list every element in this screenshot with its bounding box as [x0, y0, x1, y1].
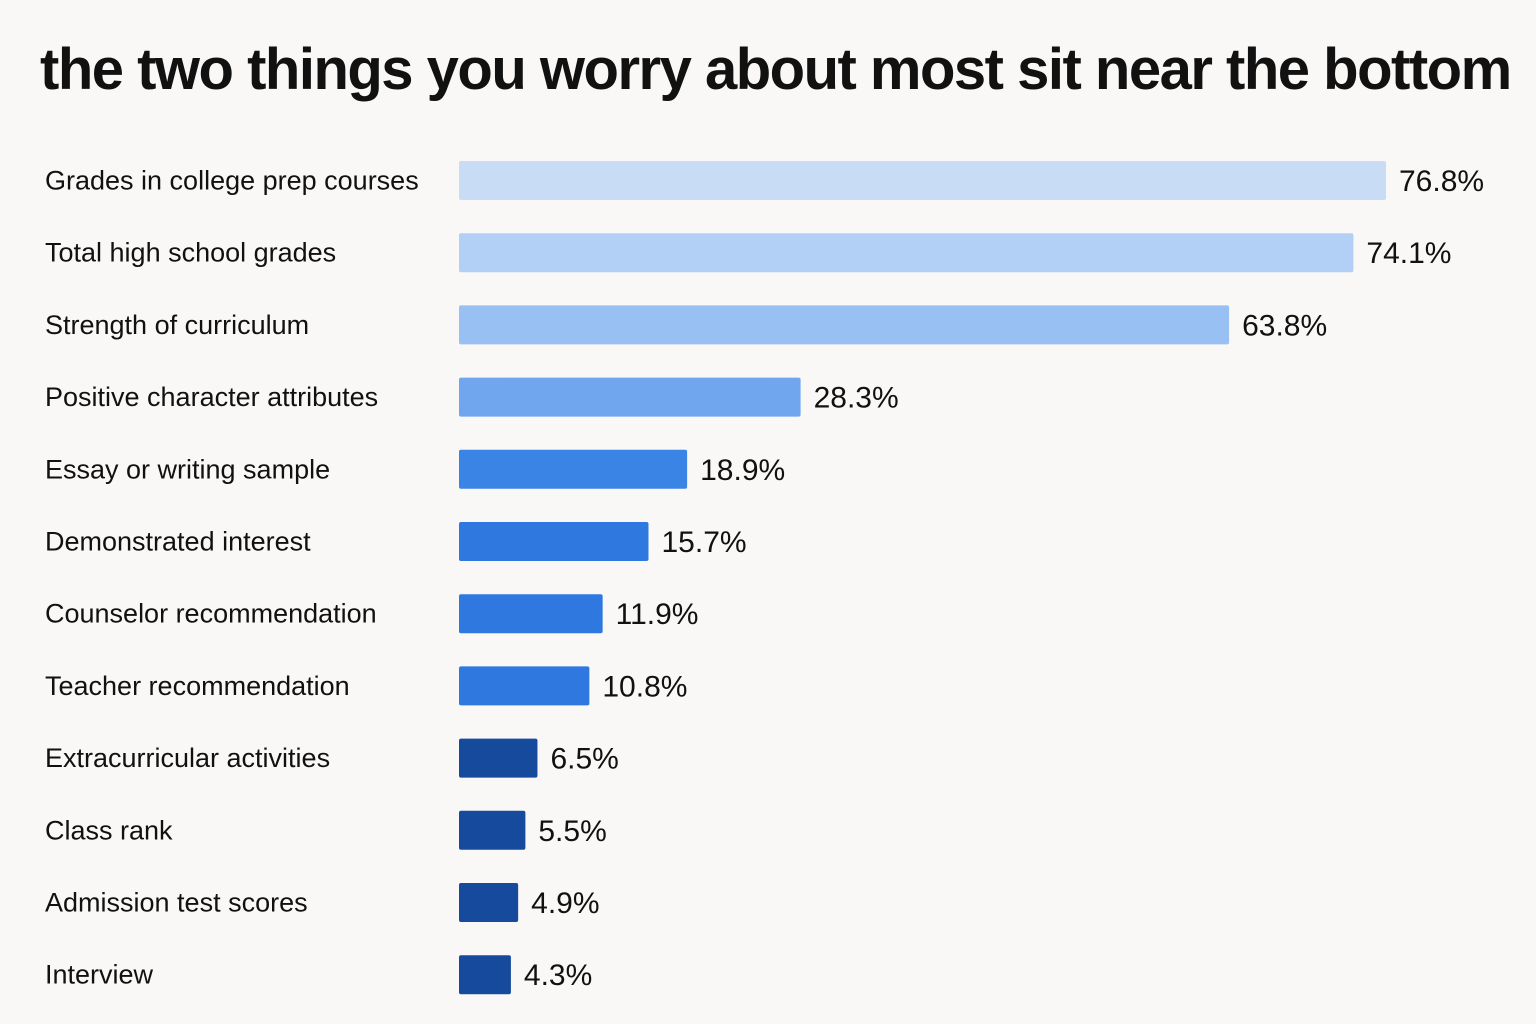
- bar: [459, 305, 1230, 345]
- bar: [459, 594, 603, 634]
- value-label: 63.8%: [1242, 309, 1327, 342]
- category-label: Admission test scores: [45, 888, 308, 918]
- value-label: 18.9%: [700, 454, 785, 487]
- bar: [459, 377, 801, 417]
- value-label: 5.5%: [538, 815, 606, 848]
- value-label: 11.9%: [616, 598, 699, 631]
- bar: [459, 666, 590, 706]
- value-label: 28.3%: [814, 382, 899, 415]
- bar: [459, 522, 649, 561]
- value-label: 10.8%: [602, 670, 687, 703]
- bar: [459, 738, 538, 778]
- value-label: 6.5%: [550, 743, 618, 776]
- category-label: Demonstrated interest: [45, 527, 311, 557]
- bar: [459, 883, 519, 922]
- bar: [459, 810, 526, 850]
- bar: [459, 233, 1354, 273]
- value-label: 4.9%: [531, 887, 599, 920]
- category-label: Essay or writing sample: [45, 454, 330, 484]
- category-label: Extracurricular activities: [45, 743, 330, 773]
- value-label: 4.3%: [524, 959, 592, 992]
- category-label: Grades in college prep courses: [45, 166, 419, 196]
- value-label: 74.1%: [1366, 237, 1451, 270]
- bar: [459, 161, 1386, 200]
- bar: [459, 955, 511, 995]
- category-label: Teacher recommendation: [45, 671, 350, 701]
- category-label: Positive character attributes: [45, 382, 378, 412]
- category-label: Counselor recommendation: [45, 599, 377, 629]
- chart-title: the two things you worry about most sit …: [40, 37, 1512, 102]
- category-label: Total high school grades: [45, 238, 336, 268]
- value-label: 76.8%: [1399, 165, 1484, 198]
- bar: [459, 449, 688, 489]
- category-label: Interview: [45, 960, 154, 990]
- category-label: Strength of curriculum: [45, 310, 309, 340]
- value-label: 15.7%: [662, 526, 747, 559]
- category-label: Class rank: [45, 815, 173, 845]
